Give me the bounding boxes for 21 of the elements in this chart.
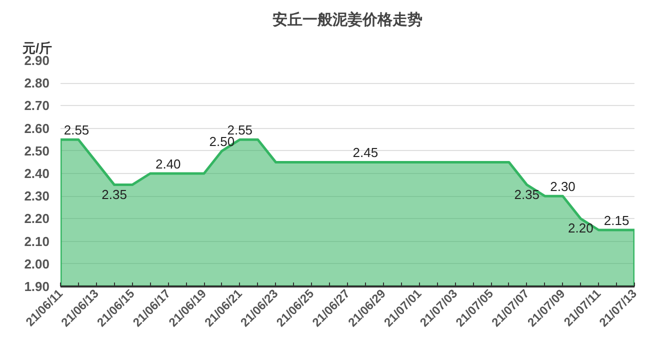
data-label: 2.15 (604, 213, 630, 228)
y-tick-label: 2.80 (24, 76, 50, 91)
data-label: 2.35 (102, 186, 127, 202)
data-label: 2.20 (568, 220, 594, 236)
data-label: 2.45 (352, 145, 378, 160)
y-tick-label: 2.00 (24, 256, 50, 272)
y-tick-label: 2.40 (24, 166, 50, 181)
y-tick-label: 2.60 (24, 120, 50, 136)
data-label: 2.40 (155, 156, 181, 172)
data-label: 2.55 (64, 122, 90, 138)
data-label: 2.35 (514, 186, 540, 202)
y-tick-label: 2.30 (24, 188, 50, 204)
data-label: 2.30 (550, 179, 576, 194)
y-axis-title: 元/斤 (22, 40, 52, 56)
y-tick-label: 2.90 (24, 53, 50, 68)
y-tick-label: 1.90 (24, 279, 50, 294)
y-tick-label: 2.50 (24, 143, 50, 158)
y-tick-label: 2.20 (24, 211, 50, 226)
y-tick-label: 2.70 (24, 98, 50, 114)
chart-title: 安丘一般泥姜价格走势 (272, 10, 422, 28)
y-tick-label: 2.10 (24, 234, 50, 249)
